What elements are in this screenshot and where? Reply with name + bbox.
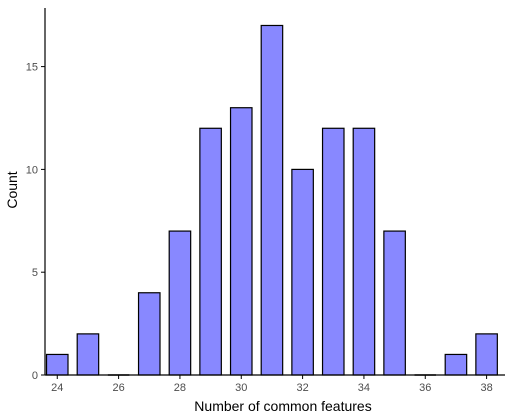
x-tick-label: 26 (112, 382, 124, 394)
bar-28 (168, 230, 192, 376)
x-tick-label: 30 (235, 382, 247, 394)
x-tick-label: 34 (358, 382, 370, 394)
y-axis: 0 5 10 15 (26, 8, 46, 382)
bar-35 (383, 230, 406, 376)
bar-34 (352, 127, 376, 376)
y-tick-label: 15 (26, 62, 38, 74)
y-tick-label: 10 (26, 164, 38, 176)
y-tick-label: 5 (32, 267, 38, 279)
bar-37 (444, 353, 468, 376)
bar-32 (291, 168, 314, 376)
bar-30 (229, 107, 253, 376)
y-tick-label: 0 (32, 370, 38, 382)
x-tick-label: 32 (296, 382, 308, 394)
x-tick-label: 24 (51, 382, 63, 394)
x-tick-label: 38 (480, 382, 492, 394)
x-tick-label: 36 (419, 382, 431, 394)
bar-25 (76, 333, 100, 376)
bar-24 (45, 353, 69, 376)
bar-29 (199, 127, 222, 376)
bar-27 (137, 292, 161, 376)
bar-33 (321, 127, 345, 376)
bar-38 (475, 333, 498, 376)
y-axis-title: Count (4, 171, 20, 208)
x-axis: 24 26 28 30 32 34 36 38 (45, 374, 505, 394)
bar-31 (260, 24, 284, 376)
x-tick-label: 28 (174, 382, 186, 394)
bars-group (45, 24, 498, 376)
x-axis-title: Number of common features (194, 398, 371, 414)
